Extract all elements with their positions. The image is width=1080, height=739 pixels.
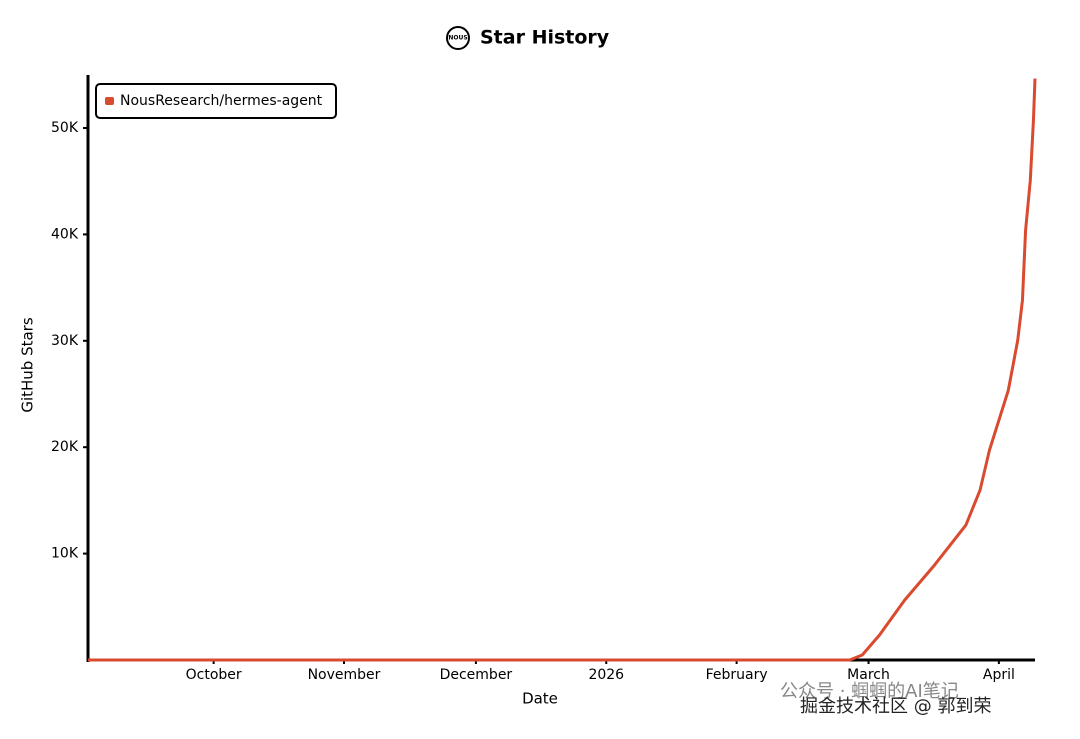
y-axis-label: GitHub Stars xyxy=(19,317,37,413)
x-tick-label: December xyxy=(440,667,513,683)
legend-swatch xyxy=(105,97,114,105)
y-tick-label: 20K xyxy=(51,439,79,455)
x-tick-label: 2026 xyxy=(588,667,624,683)
logo: NOUS xyxy=(448,35,467,42)
logo-circle xyxy=(446,26,470,50)
x-tick-label: March xyxy=(847,667,890,683)
x-tick-label: April xyxy=(983,667,1015,683)
watermark: 公众号 · 蝈蝈的AI笔记 xyxy=(780,681,959,702)
x-tick-label: November xyxy=(308,667,381,683)
legend-box xyxy=(95,83,337,119)
watermark: 掘金技术社区 @ 郭到荣 xyxy=(800,696,991,717)
y-tick-label: 50K xyxy=(51,120,79,136)
legend-label: NousResearch/hermes-agent xyxy=(120,93,323,109)
series-line xyxy=(88,78,1037,662)
x-tick-label: February xyxy=(706,667,768,683)
x-axis-label: Date xyxy=(522,690,558,708)
y-tick-label: 30K xyxy=(51,333,79,349)
y-tick-label: 40K xyxy=(51,226,79,242)
chart-title: Star History xyxy=(480,27,610,49)
y-tick-label: 10K xyxy=(51,546,79,562)
x-tick-label: October xyxy=(186,667,242,683)
